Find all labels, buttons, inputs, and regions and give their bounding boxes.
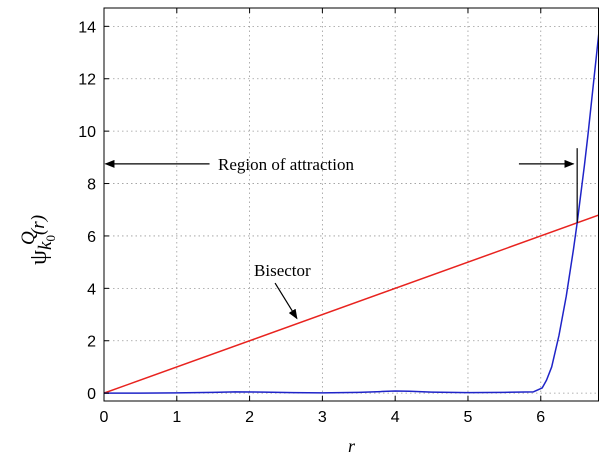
region-of-attraction-label: Region of attraction bbox=[218, 155, 354, 174]
x-tick-label: 5 bbox=[464, 409, 473, 426]
y-axis-label: ψk0(r) Q bbox=[18, 215, 58, 265]
y-tick-label: 2 bbox=[87, 334, 96, 351]
x-tick-label: 0 bbox=[100, 409, 109, 426]
x-tick-label: 2 bbox=[245, 409, 254, 426]
bisector-line bbox=[103, 214, 599, 394]
bisector-label: Bisector bbox=[254, 261, 311, 280]
psi-curve bbox=[104, 31, 599, 394]
y-tick-label: 8 bbox=[87, 177, 96, 194]
x-tick-label: 3 bbox=[318, 409, 327, 426]
x-tick-label: 6 bbox=[536, 409, 545, 426]
x-tick-label: 1 bbox=[172, 409, 181, 426]
bisector-arrow bbox=[274, 282, 298, 320]
series-group bbox=[103, 31, 599, 394]
y-tick-label: 6 bbox=[87, 229, 96, 246]
y-label-argument: (r) bbox=[28, 215, 49, 235]
y-label-superscript: Q bbox=[18, 231, 39, 245]
y-tick-label: 4 bbox=[87, 281, 96, 298]
y-label-subscript-k: k bbox=[35, 241, 56, 250]
y-tick-label: 12 bbox=[78, 72, 96, 89]
y-label-subscript-0: 0 bbox=[43, 235, 58, 242]
y-label-base: ψ bbox=[26, 250, 52, 265]
y-tick-label: 10 bbox=[78, 124, 96, 141]
grid bbox=[104, 8, 599, 401]
x-axis-label: r bbox=[348, 436, 356, 456]
y-tick-label: 14 bbox=[78, 19, 96, 36]
x-tick-label: 4 bbox=[391, 409, 400, 426]
annotations: Region of attraction Bisector bbox=[104, 148, 578, 320]
plot-frame bbox=[103, 7, 599, 402]
y-tick-label: 0 bbox=[87, 386, 96, 403]
svg-text:ψk0(r): ψk0(r) bbox=[26, 215, 58, 265]
